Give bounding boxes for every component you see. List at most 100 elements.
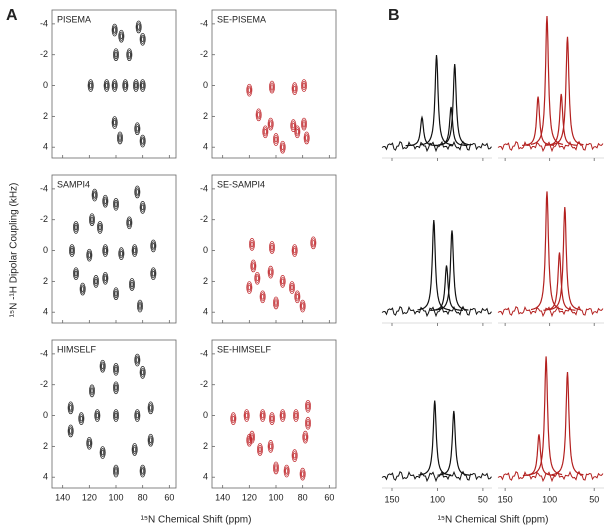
contour-ring bbox=[136, 22, 141, 32]
contour-peak bbox=[267, 117, 274, 131]
contour-ring bbox=[260, 410, 265, 421]
contour-ring bbox=[280, 410, 285, 421]
contour-ring bbox=[292, 84, 297, 94]
contour-ring bbox=[149, 405, 153, 411]
contour-ring bbox=[304, 133, 309, 143]
contour-ring bbox=[134, 409, 141, 422]
contour-ring bbox=[132, 245, 137, 256]
contour-peak bbox=[134, 122, 141, 136]
contour-ring bbox=[285, 468, 289, 474]
contour-peak bbox=[117, 131, 123, 145]
contour-ring bbox=[303, 434, 307, 440]
contour-ring bbox=[89, 215, 95, 225]
contour-ring bbox=[260, 292, 265, 302]
contour-ring bbox=[119, 33, 123, 39]
contour-ring bbox=[293, 247, 297, 254]
contour-ring bbox=[113, 197, 119, 211]
contour-peak bbox=[150, 267, 157, 281]
contour-ring bbox=[113, 27, 117, 33]
contour-ring bbox=[306, 420, 310, 427]
contour-peak bbox=[97, 221, 103, 234]
contour-ring bbox=[89, 384, 95, 398]
contour-ring bbox=[267, 440, 274, 453]
y-tick-label: 0 bbox=[43, 80, 48, 90]
contour-ring bbox=[133, 79, 139, 92]
y-tick-label: -2 bbox=[40, 49, 48, 59]
contour-peak bbox=[93, 275, 99, 288]
contour-ring bbox=[103, 273, 108, 283]
contour-ring bbox=[105, 82, 109, 89]
panel-title: SE-HIMSELF bbox=[217, 344, 272, 354]
contour-ring bbox=[103, 196, 108, 206]
contour-ring bbox=[86, 436, 93, 450]
contour-peak bbox=[273, 296, 279, 310]
contour-ring bbox=[90, 216, 94, 223]
contour-peak bbox=[89, 384, 95, 398]
contour-ring bbox=[123, 82, 127, 89]
contour-ring bbox=[255, 273, 260, 283]
contour-ring bbox=[140, 466, 145, 476]
contour-ring bbox=[133, 446, 137, 453]
x-axis-label: ¹⁵N Chemical Shift (ppm) bbox=[141, 515, 252, 526]
contour-ring bbox=[259, 409, 266, 422]
contour-ring bbox=[135, 189, 139, 195]
contour-peak bbox=[246, 281, 253, 294]
contour-ring bbox=[113, 289, 119, 299]
contour-ring bbox=[68, 426, 73, 436]
contour-ring bbox=[140, 202, 145, 212]
contour-ring bbox=[103, 198, 107, 204]
contour-peak bbox=[118, 29, 125, 43]
contour-peak bbox=[254, 271, 261, 285]
contour-ring bbox=[140, 80, 145, 91]
contour-ring bbox=[87, 438, 92, 448]
y-tick-label: -4 bbox=[40, 18, 48, 28]
contour-ring bbox=[231, 414, 236, 424]
spectrum-baseline bbox=[497, 305, 604, 318]
contour-ring bbox=[257, 444, 263, 455]
contour-ring bbox=[269, 241, 275, 254]
y-tick-label: 4 bbox=[43, 472, 48, 482]
contour-ring bbox=[151, 269, 156, 279]
contour-ring bbox=[302, 82, 306, 89]
contour-peak bbox=[291, 82, 298, 95]
contour-ring bbox=[310, 236, 317, 250]
contour-ring bbox=[112, 117, 117, 128]
contour-peak bbox=[293, 409, 299, 422]
contour-ring bbox=[113, 466, 119, 476]
contour-ring bbox=[246, 83, 253, 97]
contour-ring bbox=[113, 364, 119, 374]
contour-ring bbox=[79, 414, 84, 424]
contour-ring bbox=[95, 410, 100, 421]
contour-peak bbox=[243, 409, 250, 422]
plot-frame bbox=[51, 9, 177, 159]
contour-peak bbox=[73, 221, 79, 234]
contour-ring bbox=[148, 403, 153, 413]
x-tick-label: 100 bbox=[542, 494, 557, 504]
contour-ring bbox=[300, 301, 305, 311]
contour-ring bbox=[140, 136, 145, 146]
contour-ring bbox=[114, 51, 118, 58]
plot-frame bbox=[211, 9, 337, 159]
contour-ring bbox=[131, 443, 138, 456]
contour-ring bbox=[114, 201, 118, 208]
x-tick-label: 140 bbox=[55, 492, 70, 502]
contour-ring bbox=[151, 270, 155, 277]
contour-peak bbox=[301, 117, 307, 131]
contour-peak bbox=[118, 247, 125, 260]
contour-ring bbox=[295, 292, 300, 302]
contour-peak bbox=[269, 80, 275, 94]
y-tick-label: -4 bbox=[200, 348, 208, 358]
contour-peak bbox=[111, 23, 118, 37]
contour-peak bbox=[279, 409, 286, 422]
contour-ring bbox=[305, 401, 311, 411]
contour-ring bbox=[269, 121, 273, 127]
x-tick-label: 140 bbox=[215, 492, 230, 502]
contour-ring bbox=[118, 247, 125, 260]
y-tick-label: -2 bbox=[40, 214, 48, 224]
contour-ring bbox=[81, 286, 85, 292]
contour-peak bbox=[291, 449, 298, 462]
contour-ring bbox=[140, 34, 145, 44]
contour-ring bbox=[101, 449, 105, 456]
contour-peak bbox=[305, 416, 311, 430]
spectrum-peak bbox=[438, 64, 472, 146]
